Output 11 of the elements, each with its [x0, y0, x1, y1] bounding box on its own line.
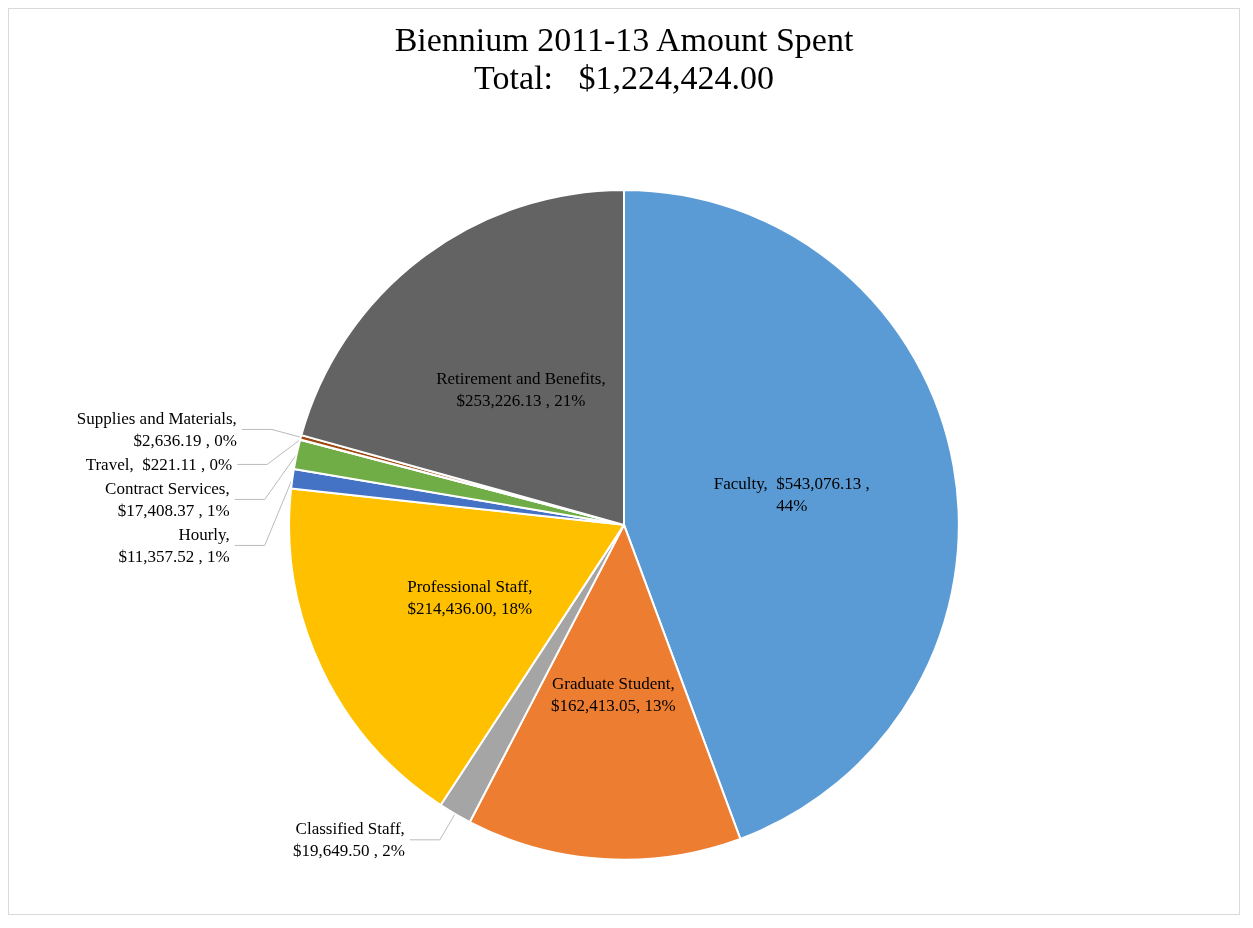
slice-label: Hourly, $11,357.52 , 1%: [118, 524, 230, 566]
slice-label: Travel, $221.11 , 0%: [85, 454, 233, 474]
slice-label: Faculty, $543,076.13 , 44%: [713, 474, 870, 516]
slice-label: Supplies and Materials, $2,636.19 , 0%: [76, 408, 237, 450]
slice-label: Classified Staff, $19,649.50 , 2%: [292, 819, 405, 861]
slice-label: Professional Staff, $214,436.00, 18%: [407, 577, 533, 619]
slice-label: Retirement and Benefits, $253,226.13 , 21%: [436, 368, 606, 410]
slice-label: Graduate Student, $162,413.05, 13%: [551, 674, 676, 716]
slice-label: Contract Services, $17,408.37 , 1%: [105, 478, 230, 520]
chart-title: Biennium 2011-13 Amount Spent: [394, 20, 854, 58]
chart-subtitle: Total: $1,224,424.00: [474, 58, 774, 96]
